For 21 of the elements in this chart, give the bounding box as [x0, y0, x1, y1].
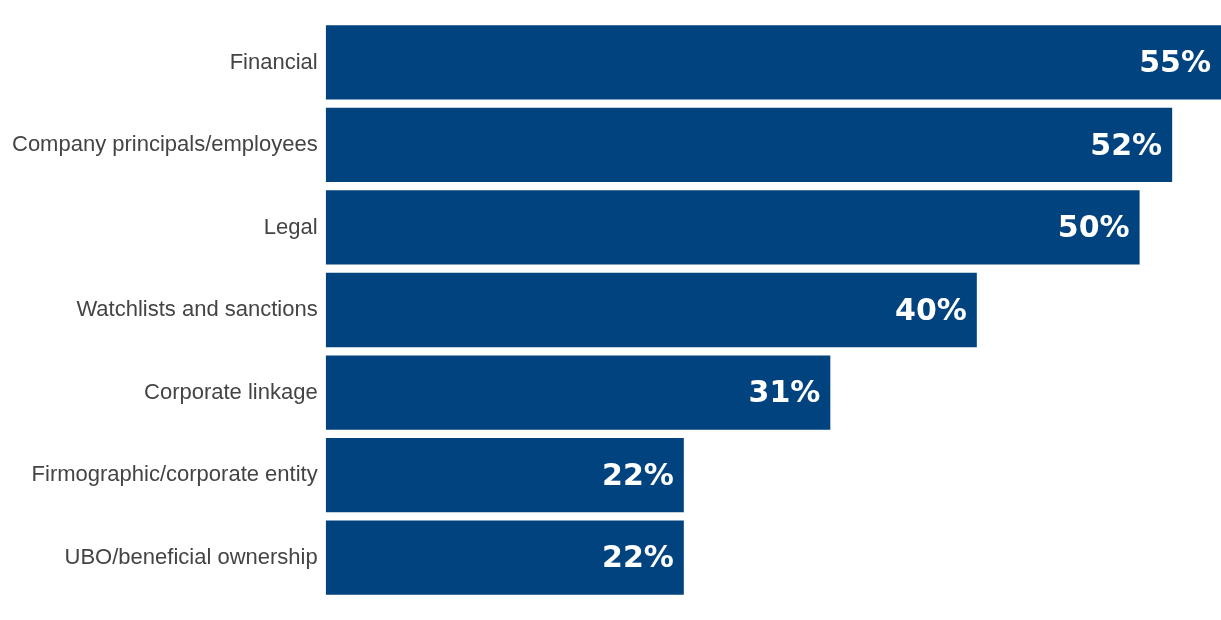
bar: [325, 190, 1140, 265]
bar: [325, 25, 1221, 100]
bar: [325, 520, 684, 595]
bar: [325, 355, 831, 430]
y-tick-label: Corporate linkage: [144, 378, 318, 404]
data-label: 50%: [1057, 209, 1130, 245]
y-tick-label: Company principals/employees: [12, 131, 318, 157]
bar: [325, 272, 977, 348]
y-tick-label: Financial: [229, 48, 318, 74]
bar: [325, 437, 684, 513]
y-tick-label: Legal: [263, 213, 318, 239]
data-label: 55%: [1139, 44, 1211, 80]
data-label: 31%: [748, 374, 821, 410]
data-label: 22%: [602, 456, 674, 492]
data-label: 22%: [602, 539, 674, 575]
y-tick-label: Firmographic/corporate entity: [31, 461, 318, 487]
data-label: 52%: [1090, 126, 1163, 162]
data-label: 40%: [895, 291, 967, 327]
bar: [325, 107, 1173, 183]
y-tick-label: Watchlists and sanctions: [76, 296, 318, 322]
y-tick-label: UBO/beneficial ownership: [64, 543, 318, 569]
